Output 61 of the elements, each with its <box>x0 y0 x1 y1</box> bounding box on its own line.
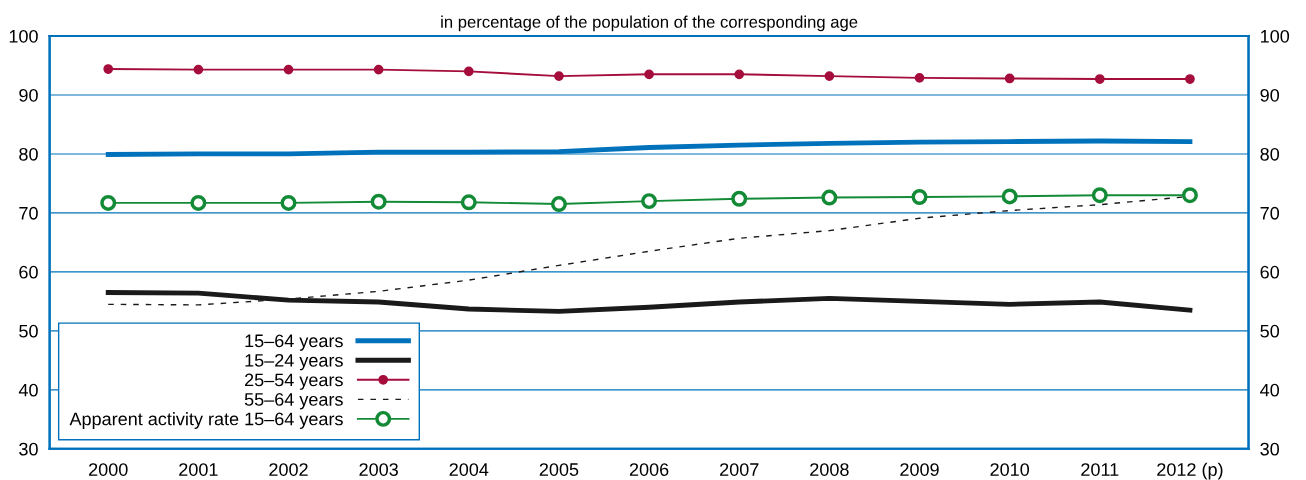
legend-label: 15–24 years <box>245 353 343 371</box>
point <box>460 194 477 211</box>
y-tick-label: 80 <box>19 147 38 161</box>
point <box>1001 188 1018 205</box>
point <box>821 189 838 206</box>
y2-tick-label: 80 <box>1260 147 1280 161</box>
x-tick-label: 2011 <box>1081 463 1119 476</box>
y-tick-label: 50 <box>19 324 38 338</box>
y-tick-label: 90 <box>19 88 38 102</box>
x-tick-label: 2002 <box>269 463 308 476</box>
x-tick-label: 2012 (p) <box>1157 462 1223 480</box>
y-tick-label: 70 <box>19 206 38 220</box>
chart-title: in percentage of the population of the corresponding age <box>441 15 858 32</box>
x-tick-label: 2003 <box>359 463 398 476</box>
point <box>1185 74 1195 84</box>
point <box>103 64 114 74</box>
point <box>554 71 564 81</box>
point <box>463 66 474 77</box>
legend-label: Apparent activity rate 15–64 years <box>69 412 343 429</box>
y2-tick-label: 40 <box>1260 383 1280 397</box>
point <box>1181 187 1198 204</box>
y2-tick-label: 70 <box>1260 206 1280 220</box>
point <box>373 64 384 75</box>
x-tick-label: 2001 <box>179 463 218 476</box>
y-tick-label: 40 <box>18 383 38 397</box>
point <box>911 189 928 205</box>
y-tick-label: 60 <box>19 265 38 279</box>
point <box>190 194 207 211</box>
x-tick-label: 2004 <box>449 463 489 476</box>
point <box>914 73 925 83</box>
x-tick-label: 2005 <box>539 463 579 476</box>
point <box>283 64 294 75</box>
point <box>734 69 745 80</box>
x-tick-label: 2000 <box>89 463 128 476</box>
point <box>1091 187 1108 204</box>
y2-tick-label: 30 <box>1260 442 1280 456</box>
x-tick-label: 2006 <box>629 463 669 476</box>
point <box>193 64 204 75</box>
x-tick-label: 2010 <box>990 463 1030 476</box>
point <box>370 193 387 210</box>
x-tick-label: 2008 <box>810 463 849 476</box>
legend-label: 15–64 years <box>245 334 343 351</box>
y-tick-label: 100 <box>9 29 38 43</box>
point <box>641 193 658 210</box>
point <box>1004 73 1015 84</box>
y-tick-label: 30 <box>19 442 38 456</box>
point <box>644 69 654 80</box>
x-tick-label: 2009 <box>900 463 939 476</box>
point <box>731 190 748 207</box>
legend-label: 25–54 years <box>245 373 343 390</box>
point <box>280 194 297 211</box>
y2-tick-label: 100 <box>1261 29 1290 43</box>
point <box>550 196 567 213</box>
x-tick-label: 2007 <box>720 463 759 476</box>
y2-tick-label: 50 <box>1260 324 1280 338</box>
y2-tick-label: 60 <box>1260 265 1280 279</box>
y2-tick-label: 90 <box>1260 88 1280 102</box>
point <box>824 71 835 81</box>
legend-label: 55–64 years <box>244 393 343 410</box>
point <box>100 194 117 211</box>
point <box>1094 74 1105 84</box>
